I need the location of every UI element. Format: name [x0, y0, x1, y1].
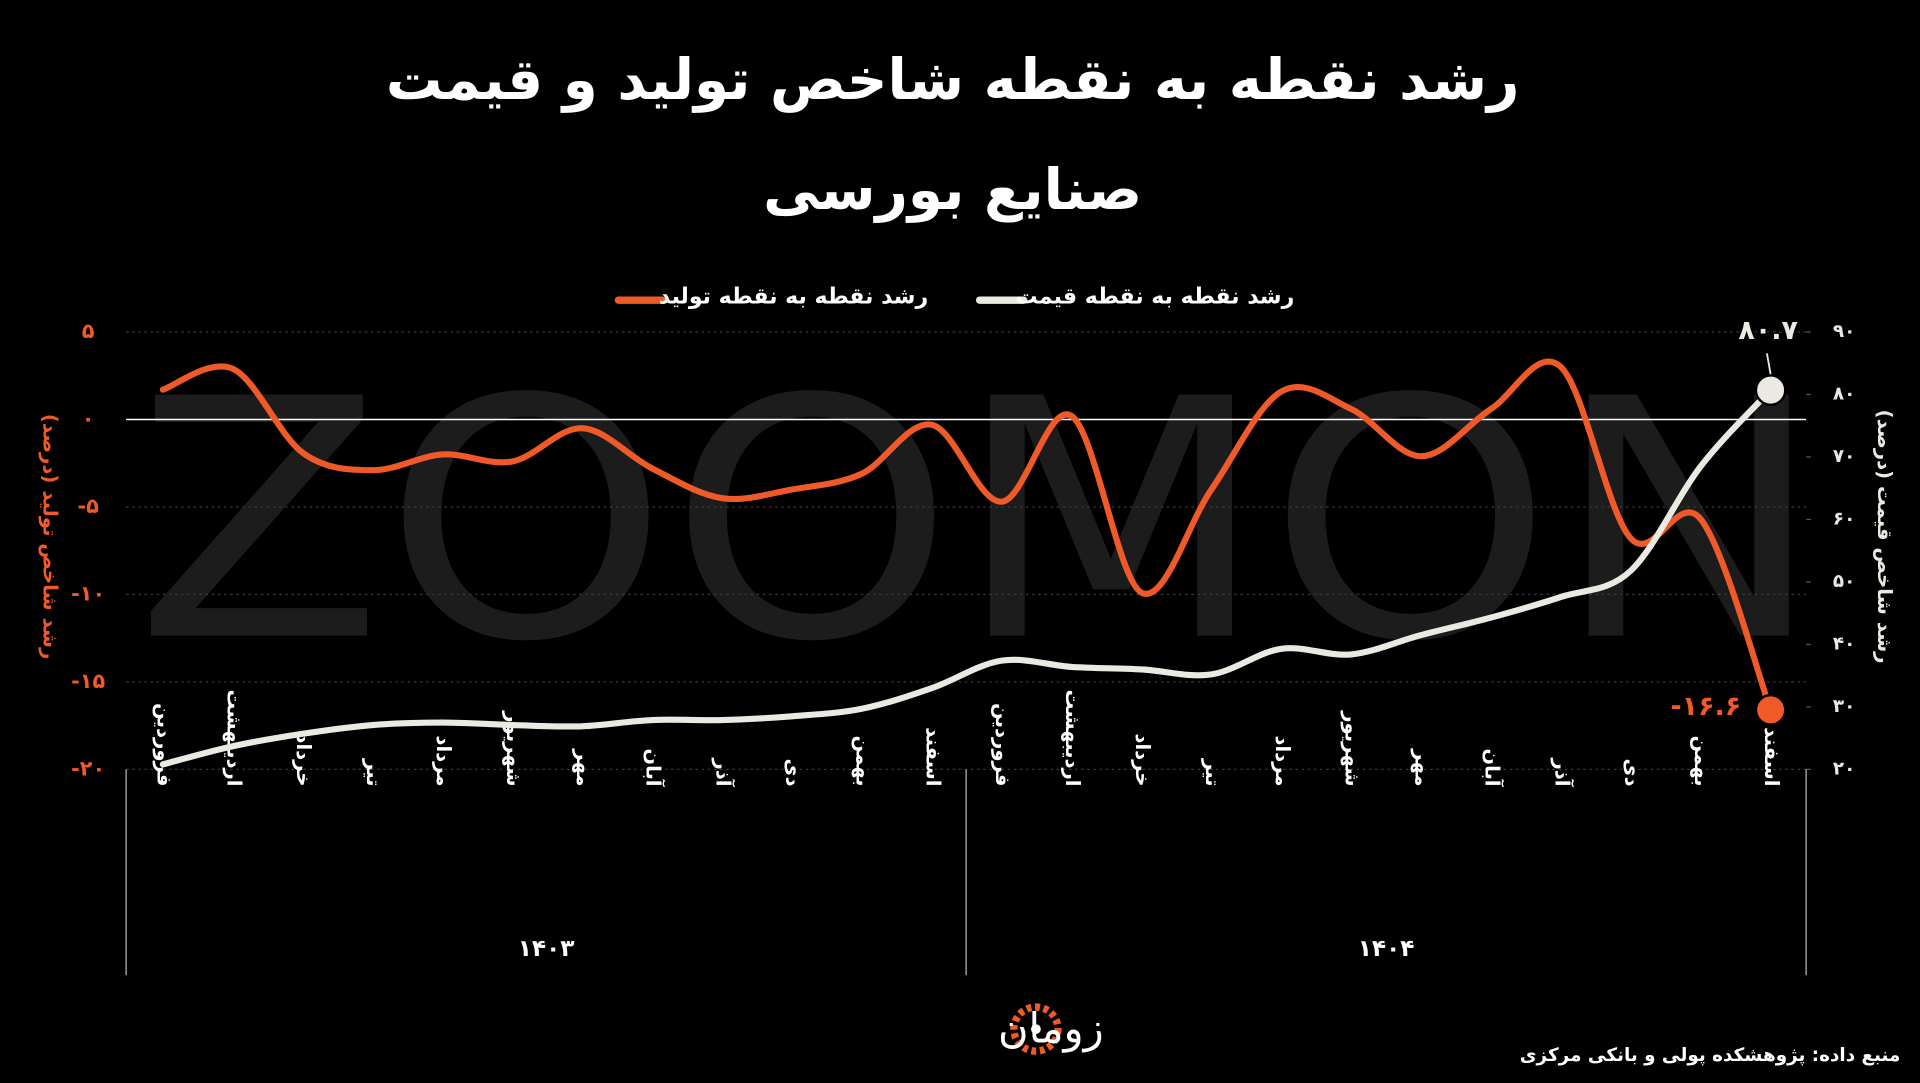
chart-title: صنایع بورسی	[763, 158, 1142, 223]
x-group-label: ۱۴۰۳	[518, 935, 575, 962]
x-tick-label: مهر	[1411, 748, 1434, 786]
x-tick-label: دی	[1620, 759, 1643, 787]
x-tick-label: آبان	[642, 748, 666, 787]
x-tick-label: بهمن	[1690, 735, 1713, 786]
y2-axis-title: رشد شاخص قیمت (درصد)	[1873, 410, 1896, 664]
line-series	[159, 387, 1774, 768]
y-tick-label: ۰	[82, 406, 95, 430]
data-label: ۸۰.۷	[1738, 315, 1798, 346]
end-marker	[1754, 693, 1787, 726]
chart-title: رشد نقطه به نقطه شاخص تولید و قیمت	[386, 48, 1520, 113]
logo-icon	[1010, 1003, 1062, 1055]
x-tick-label: اردیبهشت	[222, 690, 245, 787]
y2-tick-label: ۸۰	[1833, 383, 1855, 404]
x-tick-label: اسفند	[921, 727, 944, 786]
x-tick-label: آذر	[1550, 757, 1574, 787]
x-tick-label: تیر	[1201, 758, 1224, 787]
y-tick-label: -۱۰	[71, 581, 105, 605]
y2-tick-label: ۷۰	[1833, 446, 1855, 467]
x-tick-label: دی	[781, 759, 804, 787]
y2-tick-label: ۵۰	[1833, 571, 1855, 592]
x-tick-label: آبان	[1481, 748, 1505, 787]
end-marker	[1754, 374, 1787, 407]
line-series	[159, 358, 1774, 713]
y2-tick-label: ۹۰	[1833, 321, 1855, 342]
x-tick-label: مهر	[572, 748, 595, 786]
y-tick-label: ۵	[82, 319, 95, 343]
data-label: -۱۶.۶	[1670, 691, 1741, 722]
x-tick-label: خرداد	[292, 733, 315, 786]
y-axis-title: رشد شاخص تولید (درصد)	[38, 414, 61, 660]
legend-label: رشد نقطه به نقطه قیمت	[1016, 285, 1295, 310]
x-tick-label: فروردین	[991, 703, 1014, 786]
x-tick-label: شهریور	[502, 710, 525, 786]
y2-tick-label: ۲۰	[1833, 758, 1855, 779]
x-tick-label: شهریور	[1341, 710, 1364, 786]
x-tick-label: مرداد	[432, 735, 455, 786]
x-tick-label: بهمن	[851, 735, 874, 786]
x-tick-label: اسفند	[1760, 727, 1783, 786]
x-group-label: ۱۴۰۴	[1358, 935, 1415, 962]
x-tick-label: فروردین	[152, 703, 175, 786]
label-connector	[1766, 353, 1772, 375]
watermark: ZOOMON	[135, 329, 1825, 714]
y-tick-label: -۵	[77, 494, 99, 518]
x-tick-label: تیر	[362, 758, 385, 787]
x-tick-label: آذر	[712, 757, 736, 787]
x-tick-label: خرداد	[1131, 733, 1154, 786]
logo-icon	[1031, 1024, 1041, 1034]
y-tick-label: -۱۵	[71, 669, 105, 693]
legend-label: رشد نقطه به نقطه تولید	[659, 285, 928, 310]
logo: زومان	[998, 1003, 1104, 1055]
y2-tick-label: ۶۰	[1833, 508, 1855, 529]
y-tick-label: -۲۰	[71, 756, 105, 780]
logo-text: زومان	[998, 1004, 1104, 1053]
x-tick-label: مرداد	[1271, 735, 1294, 786]
y2-tick-label: ۴۰	[1833, 633, 1855, 654]
x-tick-label: اردیبهشت	[1061, 690, 1084, 787]
source: منبع داده: پژوهشکده پولی و بانکی مرکزی	[1520, 1045, 1901, 1066]
y2-tick-label: ۳۰	[1833, 696, 1855, 717]
